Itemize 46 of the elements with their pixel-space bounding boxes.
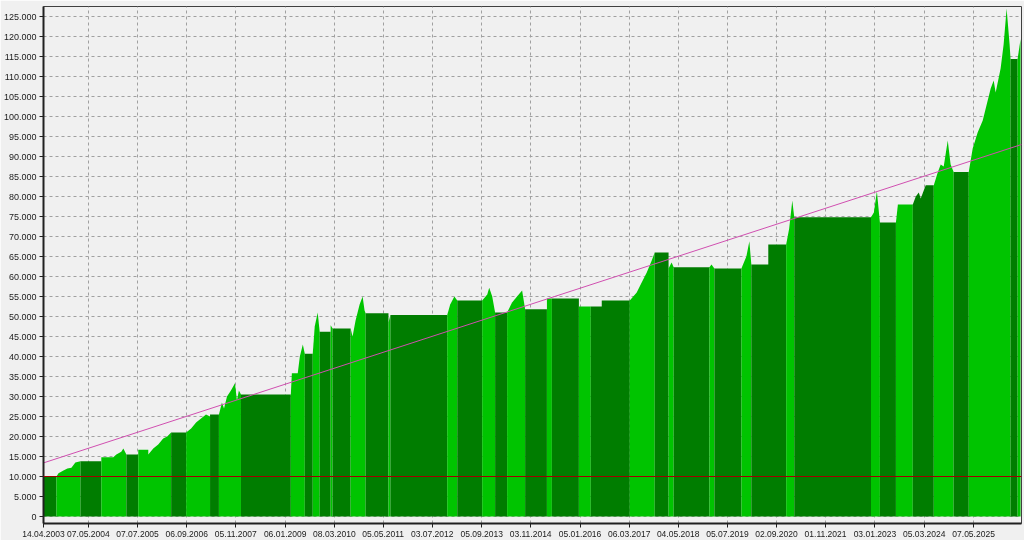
y-tick-label: 100.000 xyxy=(3,111,37,122)
y-tick-label: 105.000 xyxy=(3,91,37,102)
y-tick-label: 25.000 xyxy=(8,411,37,422)
y-tick-label: 75.000 xyxy=(8,211,37,222)
x-tick-label: 05.07.2019 xyxy=(706,528,749,539)
y-tick-label: 115.000 xyxy=(4,51,37,62)
x-tick-label: 05.09.2013 xyxy=(460,528,504,539)
y-tick-label: 95.000 xyxy=(8,131,37,142)
x-tick-label: 06.01.2009 xyxy=(263,528,307,539)
y-tick-label: 40.000 xyxy=(8,351,37,362)
x-tick-label: 04.05.2018 xyxy=(656,528,700,539)
y-tick-label: 0 xyxy=(31,511,37,522)
y-tick-label: 70.000 xyxy=(8,231,37,242)
y-tick-label: 50.000 xyxy=(8,311,37,322)
x-tick-label: 07.07.2005 xyxy=(116,528,160,539)
y-tick-label: 90.000 xyxy=(8,151,37,162)
x-tick-label: 03.01.2023 xyxy=(853,528,897,539)
x-tick-label: 06.09.2006 xyxy=(165,528,209,539)
y-tick-label: 15.000 xyxy=(8,451,37,462)
y-tick-label: 45.000 xyxy=(8,331,37,342)
x-tick-label: 14.04.2003 xyxy=(22,528,66,539)
y-tick-label: 35.000 xyxy=(8,371,37,382)
y-tick-label: 10.000 xyxy=(8,471,37,482)
x-tick-label: 05.11.2007 xyxy=(214,528,257,539)
y-tick-label: 5.000 xyxy=(13,491,37,502)
y-tick-label: 30.000 xyxy=(8,391,37,402)
x-tick-label: 05.05.2011 xyxy=(362,528,405,539)
y-tick-label: 55.000 xyxy=(8,291,37,302)
y-tick-label: 85.000 xyxy=(8,171,37,182)
x-tick-label: 07.05.2025 xyxy=(952,528,996,539)
x-tick-label: 05.03.2024 xyxy=(902,528,946,539)
x-tick-label: 03.07.2012 xyxy=(410,528,454,539)
y-tick-label: 120.000 xyxy=(3,31,37,42)
x-tick-label: 05.01.2016 xyxy=(558,528,602,539)
y-tick-label: 65.000 xyxy=(8,251,37,262)
y-tick-label: 80.000 xyxy=(8,191,37,202)
x-tick-label: 03.11.2014 xyxy=(509,528,552,539)
y-tick-label: 60.000 xyxy=(8,271,37,282)
y-tick-label: 125.000 xyxy=(3,11,37,22)
x-tick-label: 07.05.2004 xyxy=(67,528,110,539)
x-tick-label: 06.03.2017 xyxy=(607,528,651,539)
x-tick-label: 02.09.2020 xyxy=(755,528,799,539)
y-tick-label: 20.000 xyxy=(8,431,37,442)
x-tick-label: 01.11.2021 xyxy=(804,528,847,539)
x-tick-label: 08.03.2010 xyxy=(313,528,356,539)
y-tick-label: 110.000 xyxy=(4,71,37,82)
